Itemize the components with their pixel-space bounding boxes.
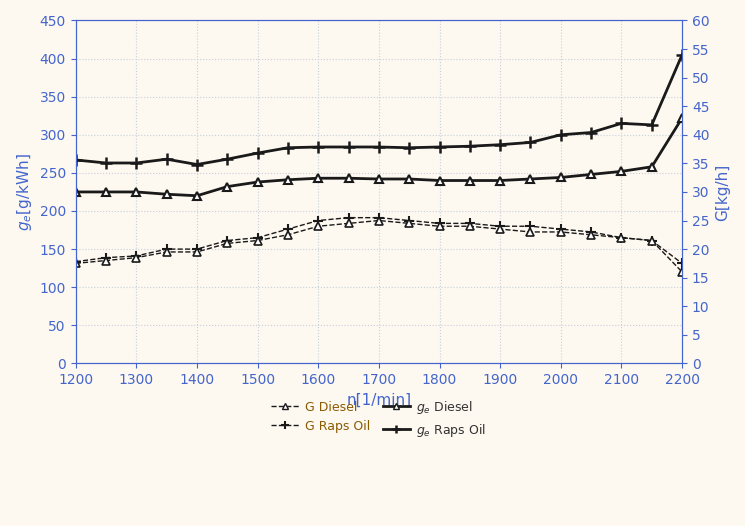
G Diesel xyxy=(557,229,565,235)
G Raps Oil xyxy=(162,246,171,252)
G Diesel xyxy=(283,231,292,238)
$g_e$ Diesel xyxy=(223,184,232,190)
G Diesel xyxy=(526,229,535,235)
G Diesel xyxy=(162,249,171,255)
$g_e$ Diesel xyxy=(405,176,413,182)
X-axis label: n[1/min]: n[1/min] xyxy=(346,393,411,408)
G Diesel xyxy=(586,231,595,238)
Line: G Diesel: G Diesel xyxy=(72,216,686,276)
Y-axis label: $g_e$[g/kWh]: $g_e$[g/kWh] xyxy=(15,153,34,231)
$g_e$ Raps Oil xyxy=(647,122,656,128)
G Raps Oil xyxy=(526,223,535,229)
$g_e$ Raps Oil xyxy=(495,141,504,148)
$g_e$ Raps Oil xyxy=(253,150,262,156)
$g_e$ Diesel xyxy=(617,168,626,175)
$g_e$ Diesel xyxy=(344,175,353,181)
G Diesel xyxy=(678,269,687,275)
G Raps Oil xyxy=(101,255,110,261)
G Raps Oil xyxy=(253,235,262,241)
$g_e$ Diesel xyxy=(466,177,475,184)
G Raps Oil xyxy=(192,246,201,252)
G Raps Oil xyxy=(283,226,292,232)
$g_e$ Diesel xyxy=(557,174,565,180)
G Diesel xyxy=(132,255,141,261)
G Raps Oil xyxy=(375,215,384,221)
G Raps Oil xyxy=(466,220,475,227)
$g_e$ Raps Oil xyxy=(435,144,444,150)
$g_e$ Diesel xyxy=(132,189,141,195)
$g_e$ Raps Oil xyxy=(557,132,565,138)
G Raps Oil xyxy=(586,229,595,235)
G Raps Oil xyxy=(617,235,626,241)
$g_e$ Raps Oil xyxy=(617,120,626,127)
G Diesel xyxy=(72,260,80,267)
G Diesel xyxy=(435,223,444,229)
G Diesel xyxy=(375,217,384,224)
$g_e$ Raps Oil xyxy=(132,160,141,166)
$g_e$ Raps Oil xyxy=(678,52,687,58)
$g_e$ Diesel xyxy=(314,175,323,181)
G Raps Oil xyxy=(435,220,444,227)
$g_e$ Diesel xyxy=(586,171,595,178)
$g_e$ Diesel xyxy=(526,176,535,182)
G Raps Oil xyxy=(678,260,687,267)
G Diesel xyxy=(617,235,626,241)
G Diesel xyxy=(405,220,413,227)
G Diesel xyxy=(192,249,201,255)
$g_e$ Raps Oil xyxy=(283,145,292,151)
$g_e$ Diesel xyxy=(192,193,201,199)
G Raps Oil xyxy=(72,258,80,265)
$g_e$ Raps Oil xyxy=(375,144,384,150)
$g_e$ Raps Oil xyxy=(192,161,201,168)
$g_e$ Diesel xyxy=(647,164,656,170)
G Diesel xyxy=(466,223,475,229)
$g_e$ Raps Oil xyxy=(586,129,595,136)
G Raps Oil xyxy=(405,217,413,224)
$g_e$ Raps Oil xyxy=(314,144,323,150)
$g_e$ Raps Oil xyxy=(101,160,110,166)
G Raps Oil xyxy=(344,215,353,221)
$g_e$ Raps Oil xyxy=(344,144,353,150)
G Diesel xyxy=(223,240,232,247)
G Diesel xyxy=(314,223,323,229)
$g_e$ Diesel xyxy=(283,177,292,183)
$g_e$ Diesel xyxy=(435,177,444,184)
$g_e$ Raps Oil xyxy=(223,156,232,163)
$g_e$ Raps Oil xyxy=(466,143,475,149)
G Diesel xyxy=(647,237,656,244)
$g_e$ Diesel xyxy=(101,189,110,195)
$g_e$ Diesel xyxy=(678,115,687,121)
$g_e$ Raps Oil xyxy=(72,157,80,163)
$g_e$ Diesel xyxy=(162,191,171,197)
G Raps Oil xyxy=(314,217,323,224)
G Raps Oil xyxy=(132,253,141,259)
Line: $g_e$ Diesel: $g_e$ Diesel xyxy=(72,114,686,200)
G Diesel xyxy=(495,226,504,232)
$g_e$ Diesel xyxy=(375,176,384,182)
Legend: G Diesel, G Raps Oil, $g_e$ Diesel, $g_e$ Raps Oil: G Diesel, G Raps Oil, $g_e$ Diesel, $g_e… xyxy=(267,395,490,443)
$g_e$ Raps Oil xyxy=(405,145,413,151)
G Raps Oil xyxy=(647,237,656,244)
Y-axis label: G[kg/h]: G[kg/h] xyxy=(715,163,730,220)
$g_e$ Diesel xyxy=(495,177,504,184)
$g_e$ Raps Oil xyxy=(162,156,171,163)
Line: $g_e$ Raps Oil: $g_e$ Raps Oil xyxy=(70,49,688,170)
$g_e$ Diesel xyxy=(72,189,80,195)
G Diesel xyxy=(344,220,353,227)
Line: G Raps Oil: G Raps Oil xyxy=(71,213,687,268)
$g_e$ Raps Oil xyxy=(526,139,535,146)
G Raps Oil xyxy=(223,237,232,244)
$g_e$ Diesel xyxy=(253,179,262,185)
G Diesel xyxy=(253,237,262,244)
G Diesel xyxy=(101,257,110,264)
G Raps Oil xyxy=(495,223,504,229)
G Raps Oil xyxy=(557,226,565,232)
